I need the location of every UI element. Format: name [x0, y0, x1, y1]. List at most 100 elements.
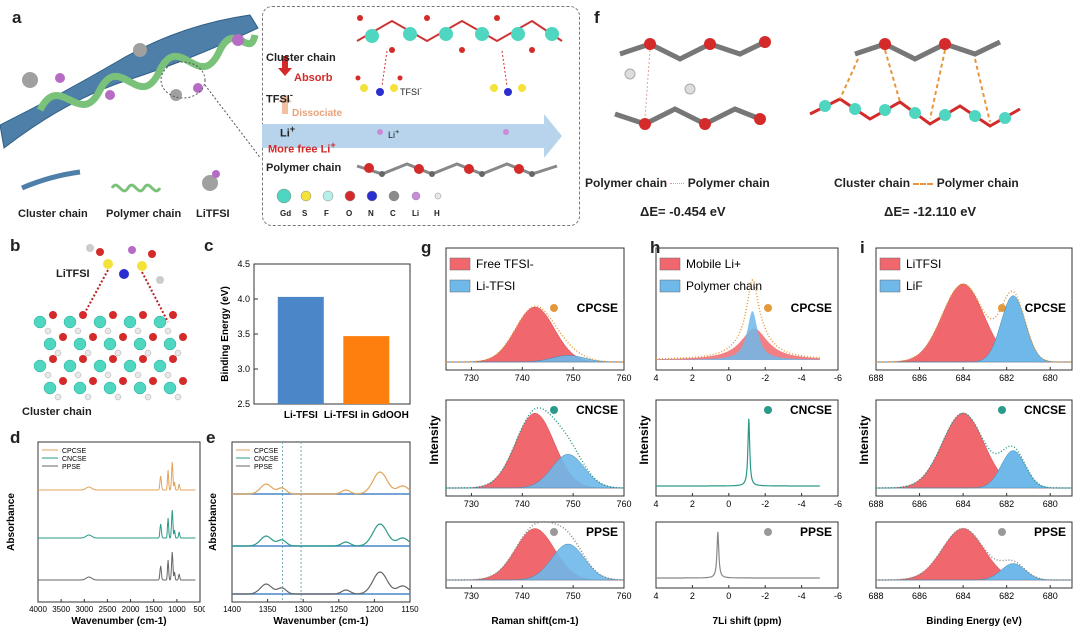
subplot-sample-label: CPCSE	[577, 301, 618, 315]
x-tick-label: 0	[726, 373, 731, 383]
x-tick-label: 1350	[259, 605, 277, 614]
legend-label: CNCSE	[254, 456, 279, 463]
x-tick-label: 750	[566, 591, 581, 601]
subplot-marker	[764, 406, 772, 414]
measured-data	[446, 407, 625, 489]
inset-absorb-label: Absorb	[294, 72, 333, 84]
subplot-frame	[445, 399, 625, 497]
panel-g-raman-chart: Free TFSI- Li-TFSI 730 740 750 760 CPCSE 730 740…	[427, 247, 632, 627]
x-tick-label: 760	[616, 499, 631, 509]
y-tick-label: 2.5	[237, 399, 250, 409]
gd-atom	[103, 337, 117, 351]
x-tick-label: 4	[653, 591, 658, 601]
h-atom	[54, 349, 62, 357]
series-line	[232, 523, 411, 547]
inset-li-label: Li+	[280, 124, 296, 140]
atom-o-ball	[344, 190, 356, 202]
plot-frame	[231, 441, 411, 603]
legend-label: PPSE	[62, 464, 81, 471]
h-atom	[134, 327, 142, 335]
legend-label: Li-TFSI	[476, 279, 515, 293]
panel-b-cluster-label: Cluster chain	[22, 406, 92, 418]
tfsi-molecule	[490, 84, 526, 96]
gd-cluster-lattice	[356, 15, 563, 53]
gd-atom	[93, 315, 107, 329]
o-atom	[109, 355, 117, 363]
litfsi-ball	[170, 89, 182, 101]
x-tick-label: 680	[1043, 591, 1058, 601]
subplot-sample-label: CPCSE	[791, 301, 832, 315]
measured-data	[876, 527, 1072, 581]
x-tick-label: 2	[690, 373, 695, 383]
atom-li-label: Li	[412, 209, 420, 218]
subplot-sample-label: CNCSE	[1024, 403, 1066, 417]
gd-atom	[123, 359, 137, 373]
x-axis-label: Wavenumber (cm-1)	[71, 616, 166, 627]
o-atom	[169, 355, 177, 363]
gd-atom	[63, 359, 77, 373]
h-atom	[164, 327, 172, 335]
legend-cluster-label: Cluster chain	[18, 208, 88, 220]
x-axis-label: Raman shift(cm-1)	[491, 616, 578, 627]
x-tick-label: -4	[798, 591, 806, 601]
h-atom	[174, 349, 182, 357]
y-axis-label: Absorbance	[6, 493, 17, 551]
panel-f-structures	[614, 36, 1021, 130]
inset-more-free-label: More free Li+	[268, 140, 336, 156]
inset-dissociate-label: Dissociate	[292, 108, 343, 119]
li-legend-icon	[212, 170, 220, 178]
panel-a-illustration	[0, 14, 260, 193]
x-tick-label: 3500	[52, 605, 70, 614]
h-atom	[84, 393, 92, 401]
atom-s-label: S	[302, 209, 308, 218]
x-tick-label: 1250	[330, 605, 348, 614]
x-tick-label: -6	[834, 373, 842, 383]
atom-n-ball	[366, 190, 378, 202]
panel-letter-h: h	[650, 238, 661, 257]
o-atom	[109, 311, 117, 319]
x-axis-label: Wavenumber (cm-1)	[273, 616, 368, 627]
x-tick-label: 500	[193, 605, 205, 614]
atom-h-ball	[434, 192, 442, 200]
subplot-marker	[550, 528, 558, 536]
gdooh-lattice	[33, 311, 187, 401]
x-tick-label: 2	[690, 499, 695, 509]
x-tick-label: 684	[956, 373, 971, 383]
atom-legend: Gd S F O N C Li H	[270, 188, 570, 218]
li-tfsi-peak	[446, 454, 625, 489]
legend-label: Mobile Li+	[686, 257, 741, 271]
h-atom	[144, 349, 152, 357]
h-atom	[84, 349, 92, 357]
cluster-polymer-structure	[809, 38, 1021, 128]
panel-d-ftir-chart: 4000 3500 3000 2500 2000 1500 1000 500 CPCSECNCS…	[6, 441, 205, 627]
o-atom	[49, 311, 57, 319]
panel-b-litfsi-label: LiTFSI	[56, 268, 90, 280]
x-tick-label: 740	[515, 373, 530, 383]
x-tick-label: 686	[912, 373, 927, 383]
panel-c-bar-chart: 2.5 3.0 3.5 4.0 4.5 Li-TFSI Li-TFSI in GdOOH Bi…	[220, 259, 411, 421]
litfsi-peak	[876, 412, 1072, 489]
litfsi-ball	[55, 73, 65, 83]
lif-peak	[876, 450, 1072, 489]
interaction-line	[81, 269, 109, 319]
gd-atom	[163, 337, 177, 351]
o-atom	[59, 377, 67, 385]
o-atom	[119, 333, 127, 341]
y-tick-label: 4.5	[237, 259, 250, 269]
litfsi-ball	[133, 43, 147, 57]
cluster-legend-icon	[21, 169, 81, 191]
x-tick-label: 688	[868, 499, 883, 509]
panel-f-right-energy: ΔE= -12.110 eV	[884, 204, 977, 219]
legend-label: PPSE	[254, 464, 273, 471]
legend-swatch	[659, 257, 681, 271]
nmr-spectrum	[656, 418, 820, 487]
h-atom	[74, 371, 82, 379]
subplot-marker	[998, 528, 1006, 536]
legend-swatch	[879, 279, 901, 293]
y-axis-label: Intensity	[427, 415, 441, 465]
h-atom	[54, 393, 62, 401]
legend-swatch	[449, 279, 471, 293]
gd-atom	[73, 381, 87, 395]
nmr-spectrum	[656, 531, 820, 579]
panel-f-right-caption: Cluster chain Polymer chain	[834, 176, 1019, 190]
